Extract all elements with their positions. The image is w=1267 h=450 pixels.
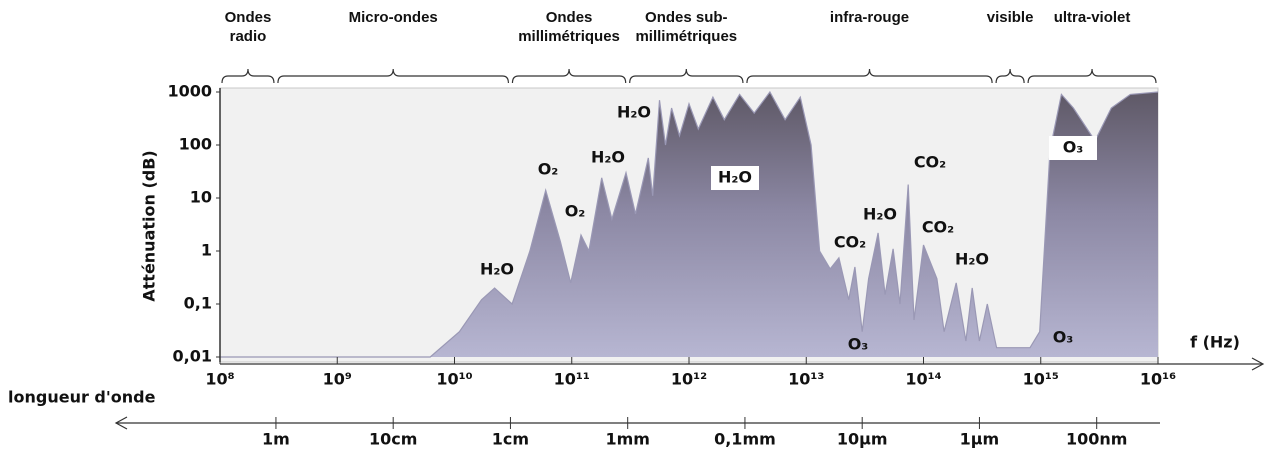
annotation: O₃ <box>1053 328 1074 347</box>
x-tick-label: 10¹² <box>671 370 707 389</box>
x-tick-label: 10¹³ <box>788 370 824 389</box>
annotation: CO₂ <box>834 233 866 252</box>
y-tick-label: 1000 <box>167 82 212 101</box>
band-label: Ondes radio <box>224 9 272 45</box>
annotation: O₃ <box>848 335 869 354</box>
x-axis-arrow <box>1251 357 1265 371</box>
x-tick-label: 10⁸ <box>205 370 234 389</box>
annotation-box <box>711 166 759 190</box>
band-label: ultra-violet <box>1053 9 1131 26</box>
x2-axis-arrow <box>114 416 128 430</box>
annotation: H₂O <box>955 250 989 269</box>
x2-tick-label: 10µm <box>837 430 888 449</box>
x2-tick-label: 1cm <box>492 430 529 449</box>
annotation: CO₂ <box>922 218 954 237</box>
annotation: H₂O <box>591 148 625 167</box>
y-tick-label: 10 <box>190 188 212 207</box>
band-brace <box>995 68 1025 84</box>
annotation: H₂O <box>863 205 897 224</box>
annotation: O₂ <box>538 160 559 179</box>
band-label: infra-rouge <box>829 9 910 26</box>
x-tick-label: 10⁹ <box>323 370 352 389</box>
annotation: H₂O <box>480 260 514 279</box>
annotation: O₂ <box>565 202 586 221</box>
annotation: H₂O <box>617 103 651 122</box>
x2-tick-label: 1mm <box>605 430 649 449</box>
annotation: CO₂ <box>914 153 946 172</box>
y-tick-label: 0,1 <box>184 294 212 313</box>
x-tick-label: 10¹⁶ <box>1140 370 1176 389</box>
band-brace <box>746 68 993 84</box>
band-label: Ondes sub-millimétriques <box>635 9 738 45</box>
band-brace <box>277 68 510 84</box>
x-tick-label: 10¹⁵ <box>1023 370 1059 389</box>
band-brace <box>221 68 275 84</box>
x2-tick-label: 1µm <box>960 430 1000 449</box>
x2-tick-label: 1m <box>262 430 290 449</box>
annotation: O₃ <box>1063 138 1084 157</box>
band-label: Ondes millimétriques <box>518 9 620 45</box>
y-axis-label: Atténuation (dB) <box>140 150 159 301</box>
band-label: visible <box>986 9 1034 26</box>
x-axis-label: f (Hz) <box>1190 333 1240 352</box>
band-brace <box>511 68 627 84</box>
y-tick-label: 1 <box>201 241 212 260</box>
x2-axis-label: longueur d'onde <box>8 388 156 407</box>
x-tick-label: 10¹⁴ <box>905 370 941 389</box>
annotation: H₂O <box>718 168 752 187</box>
x-tick-label: 10¹⁰ <box>436 370 472 389</box>
y-tick-label: 100 <box>179 135 212 154</box>
band-brace <box>629 68 744 84</box>
x2-tick-label: 0,1mm <box>714 430 776 449</box>
attenuation-fill <box>220 92 1158 357</box>
band-label: Micro-ondes <box>348 9 438 26</box>
y-tick-label: 0,01 <box>173 347 212 366</box>
annotation-box <box>1049 136 1097 160</box>
x2-tick-label: 100nm <box>1066 430 1127 449</box>
x2-tick-label: 10cm <box>369 430 417 449</box>
x-tick-label: 10¹¹ <box>554 370 590 389</box>
band-brace <box>1027 68 1157 84</box>
attenuation-curve <box>220 90 1159 358</box>
